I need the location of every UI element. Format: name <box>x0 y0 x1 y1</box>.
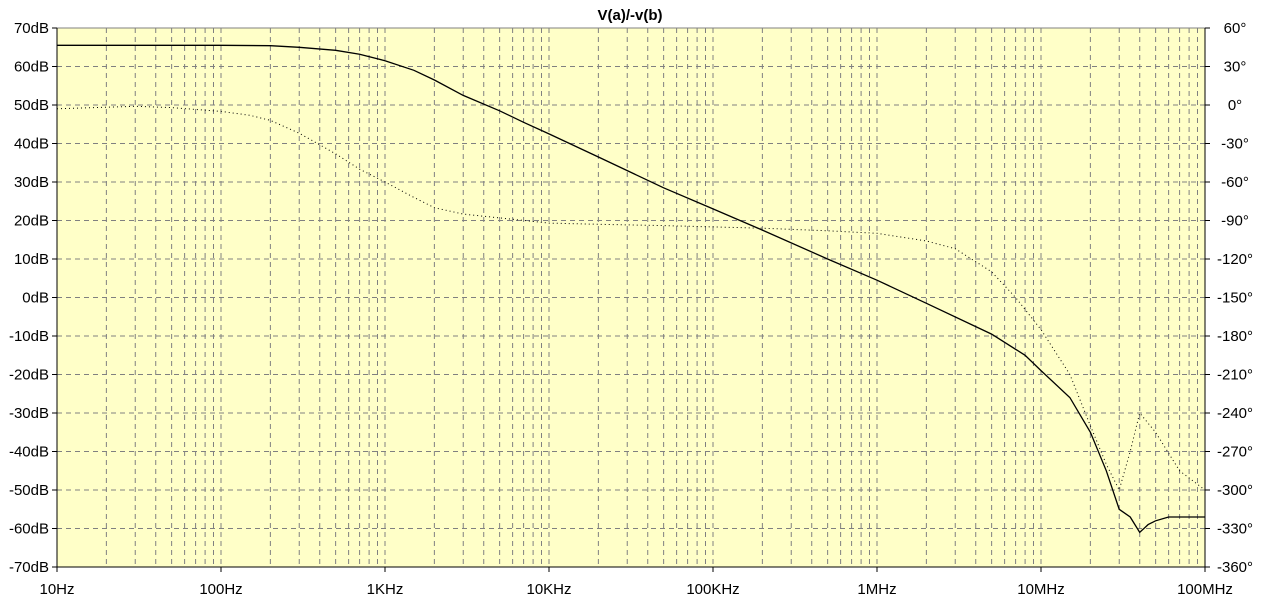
y-right-tick-label: -150° <box>1217 290 1253 307</box>
x-tick-label: 10MHz <box>1017 581 1065 598</box>
y-left-tick-label: -50dB <box>9 482 49 499</box>
y-left-tick-label: -30dB <box>9 405 49 422</box>
y-left-tick-label: -10dB <box>9 328 49 345</box>
x-tick-label: 10Hz <box>39 581 74 598</box>
phase-series-line <box>56 105 1206 492</box>
axes: 10Hz 100Hz 1KHz 10KHz 100KHz 1MHz 10MHz 100MHz 7… <box>9 20 1253 598</box>
y-right-tick-label: -240° <box>1217 405 1253 422</box>
y-right-tick-label: -90° <box>1221 213 1249 230</box>
y-right-tick-label: 60° <box>1224 20 1247 37</box>
y-right-tick-label: -270° <box>1217 444 1253 461</box>
y-left-tick-label: 0dB <box>22 290 49 307</box>
y-left-tick-label: -40dB <box>9 444 49 461</box>
y-right-tick-label: -30° <box>1221 136 1249 153</box>
y-left-tick-label: 20dB <box>14 213 49 230</box>
y-right-tick-label: 30° <box>1224 59 1247 76</box>
y-left-tick-label: 40dB <box>14 136 49 153</box>
y-left-tick-label: 60dB <box>14 59 49 76</box>
y-left-tick-label: 30dB <box>14 174 49 191</box>
x-tick-label: 1KHz <box>367 581 404 598</box>
magnitude-series-line <box>57 44 1205 534</box>
chart-title: V(a)/-v(b) <box>598 7 663 24</box>
y-right-tick-label: -330° <box>1217 521 1253 538</box>
series-layer <box>56 44 1206 534</box>
x-tick-label: 100MHz <box>1177 581 1233 598</box>
y-left-tick-label: 70dB <box>14 20 49 37</box>
x-tick-label: 1MHz <box>857 581 896 598</box>
y-left-tick-label: -60dB <box>9 521 49 538</box>
y-left-tick-label: 10dB <box>14 251 49 268</box>
y-right-tick-label: -60° <box>1221 174 1249 191</box>
x-tick-label: 100Hz <box>199 581 242 598</box>
y-right-tick-label: -180° <box>1217 328 1253 345</box>
y-left-tick-label: 50dB <box>14 97 49 114</box>
y-right-tick-label: -360° <box>1217 559 1253 576</box>
x-tick-label: 100KHz <box>686 581 739 598</box>
y-left-tick-label: -70dB <box>9 559 49 576</box>
y-left-tick-label: -20dB <box>9 367 49 384</box>
y-right-tick-label: -120° <box>1217 251 1253 268</box>
grid <box>56 27 1206 568</box>
x-tick-label: 10KHz <box>526 581 571 598</box>
y-right-tick-label: -300° <box>1217 482 1253 499</box>
y-right-tick-label: -210° <box>1217 367 1253 384</box>
y-right-tick-label: 0° <box>1228 97 1242 114</box>
